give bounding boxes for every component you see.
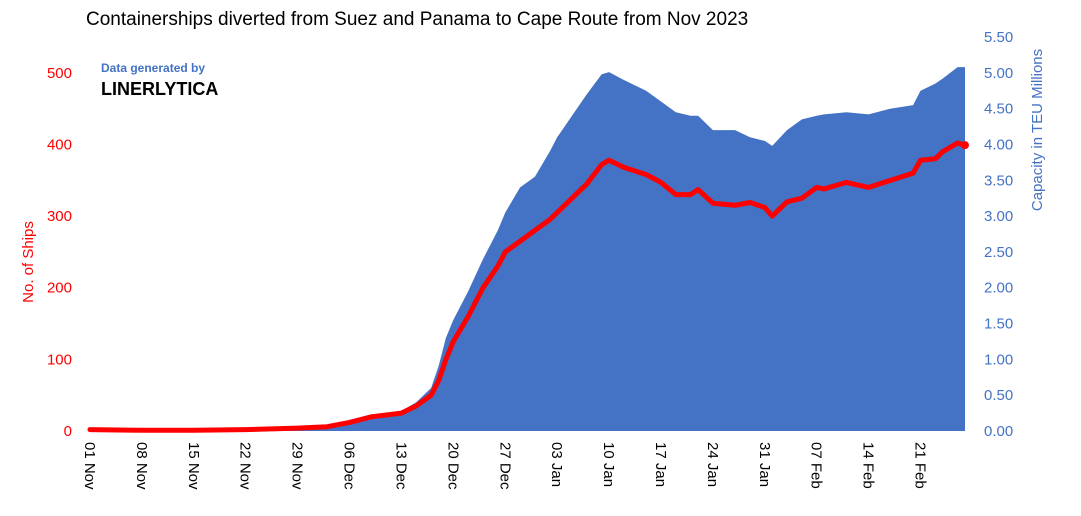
y-left-tick-label: 100 — [47, 351, 72, 368]
y-right-tick-label: 4.00 — [984, 136, 1013, 153]
y-left-tick-label: 200 — [47, 280, 72, 297]
x-tick-label: 27 Dec — [496, 442, 513, 490]
y-left-tick-label: 0 — [64, 423, 72, 440]
x-tick-label: 01 Nov — [81, 442, 98, 490]
x-tick-label: 07 Feb — [808, 442, 825, 489]
ships-line — [87, 140, 968, 433]
y-right-tick-label: 5.50 — [984, 29, 1013, 46]
watermark-line1: Data generated by — [101, 61, 205, 75]
x-tick-label: 08 Nov — [133, 442, 150, 490]
y-right-tick-label: 2.00 — [984, 280, 1013, 297]
y-right-tick-label: 4.50 — [984, 101, 1013, 118]
ships-line-series — [87, 140, 969, 433]
capacity-area — [90, 67, 965, 431]
y-left-tick-label: 300 — [47, 208, 72, 225]
y-right-tick-label: 0.50 — [984, 387, 1013, 404]
y-right-tick-label: 3.50 — [984, 172, 1013, 189]
x-tick-label: 13 Dec — [392, 442, 409, 490]
y-axis-left-label: No. of Ships — [20, 221, 37, 303]
ships-line-end-point — [961, 141, 969, 150]
right-axis-ticks: 0.00 0.50 1.00 1.50 2.00 2.50 3.00 3.50 4.00 4.50… — [984, 29, 1013, 440]
x-tick-label: 06 Dec — [341, 442, 358, 490]
y-axis-right-label: Capacity in TEU Millions — [1029, 49, 1046, 211]
x-tick-label: 22 Nov — [237, 442, 254, 490]
x-tick-label: 03 Jan — [548, 442, 565, 487]
x-tick-label: 20 Dec — [444, 442, 461, 490]
x-tick-label: 17 Jan — [652, 442, 669, 487]
y-right-tick-label: 1.00 — [984, 351, 1013, 368]
x-tick-label: 24 Jan — [704, 442, 721, 487]
x-tick-label: 14 Feb — [860, 442, 877, 489]
watermark-brand: LINERLYTICA — [101, 79, 218, 99]
y-right-tick-label: 0.00 — [984, 423, 1013, 440]
y-right-tick-label: 2.50 — [984, 244, 1013, 261]
x-tick-label: 10 Jan — [600, 442, 617, 487]
y-right-tick-label: 5.00 — [984, 65, 1013, 82]
x-tick-label: 31 Jan — [756, 442, 773, 487]
chart-title: Containerships diverted from Suez and Pa… — [86, 9, 748, 30]
left-axis-ticks: 0 100 200 300 400 500 — [47, 65, 72, 440]
x-tick-label: 21 Feb — [912, 442, 929, 489]
y-right-tick-label: 3.00 — [984, 208, 1013, 225]
capacity-area-series — [90, 67, 965, 431]
y-left-tick-label: 400 — [47, 136, 72, 153]
y-left-tick-label: 500 — [47, 65, 72, 82]
x-tick-label: 15 Nov — [185, 442, 202, 490]
x-axis-ticks: 01 Nov 08 Nov 15 Nov 22 Nov 29 Nov 06 Dec 13 D… — [81, 442, 929, 490]
y-right-tick-label: 1.50 — [984, 316, 1013, 333]
x-tick-label: 29 Nov — [289, 442, 306, 490]
